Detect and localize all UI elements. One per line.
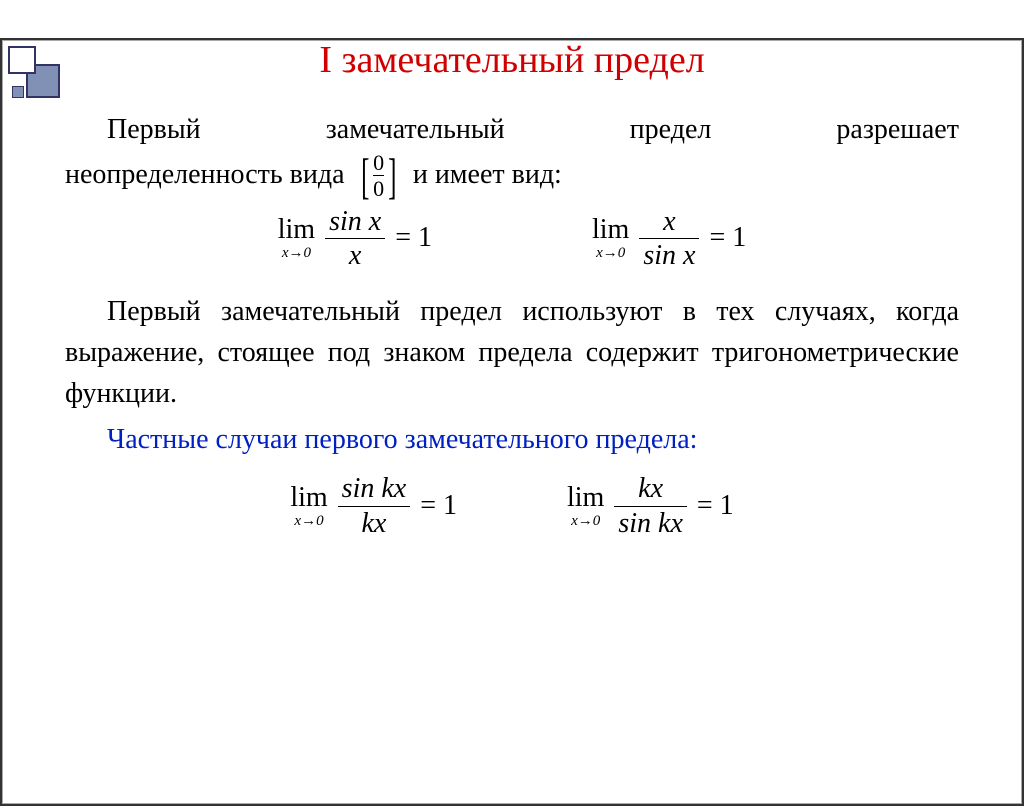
deco-square-outline	[8, 46, 36, 74]
corner-decoration	[8, 46, 68, 106]
deco-square-small	[12, 86, 24, 98]
bracket-left: [	[361, 151, 369, 201]
bracket-right: ]	[388, 151, 396, 201]
slide-border	[0, 38, 1024, 806]
